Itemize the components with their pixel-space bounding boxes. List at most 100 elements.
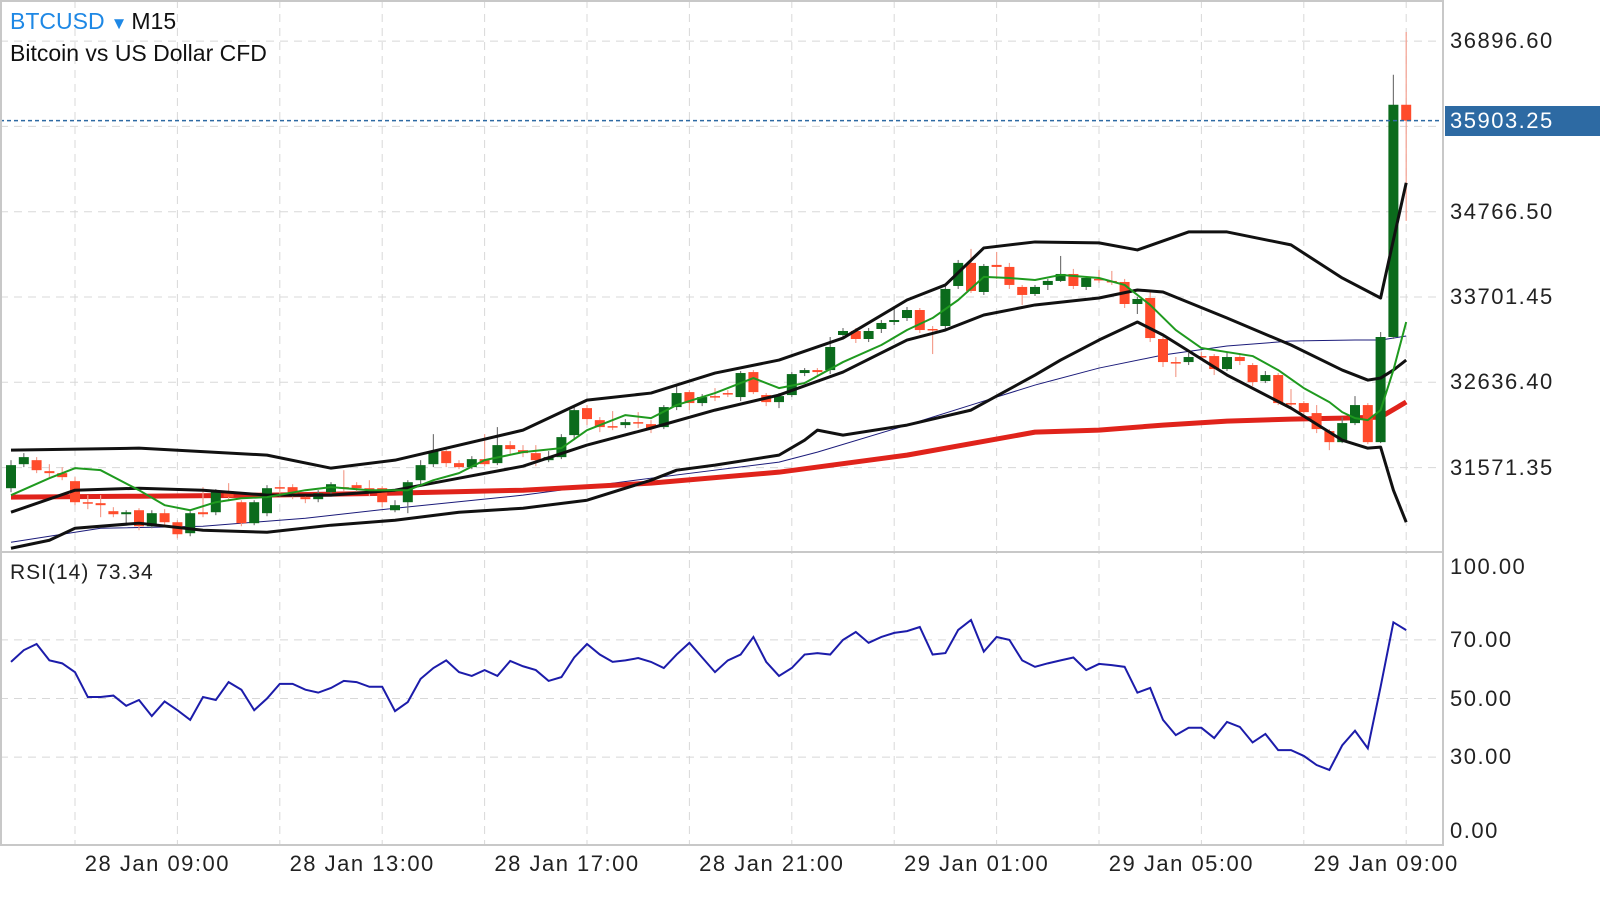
candle <box>735 371 746 402</box>
candle <box>1081 275 1092 290</box>
candle <box>441 448 452 468</box>
candle-body-up <box>1222 357 1232 370</box>
candle-body-down <box>582 408 592 420</box>
candle-body-down <box>351 485 362 489</box>
candle-body-up <box>1375 336 1386 443</box>
candle-body-down <box>1401 104 1412 121</box>
candle <box>95 495 106 518</box>
moving-average-slow <box>10 399 1408 500</box>
candle <box>582 405 592 426</box>
candle <box>748 370 759 395</box>
candle <box>326 482 336 496</box>
candle-body-down <box>1209 356 1220 370</box>
candle <box>1222 353 1232 372</box>
panel-borders <box>0 0 1444 846</box>
moving-average-fast <box>10 273 1408 512</box>
candle-body-down <box>95 503 106 506</box>
candle-body-down <box>1234 357 1245 362</box>
candle-body-down <box>159 513 170 523</box>
candle-body-up <box>940 288 951 327</box>
time-tick-label: 29 Jan 05:00 <box>1108 851 1255 876</box>
candle-body-down <box>607 426 618 428</box>
candle-body-up <box>1081 277 1092 287</box>
candle <box>108 507 119 518</box>
candle <box>1260 371 1271 384</box>
rsi-panel[interactable] <box>10 618 1407 772</box>
candle <box>978 263 989 295</box>
candle-body-down <box>364 488 375 490</box>
candle-body-down <box>710 396 720 398</box>
candle <box>1055 255 1066 282</box>
candle-body-down <box>1298 403 1309 413</box>
candle <box>1209 354 1220 376</box>
candle-body-down <box>108 511 119 515</box>
candle-body-down <box>198 512 208 515</box>
candle-body-down <box>1004 266 1015 285</box>
candle-body-up <box>121 512 132 515</box>
price-tick-label: 33701.45 <box>1450 284 1554 309</box>
candle <box>1158 336 1168 368</box>
rsi-title: RSI(14) 73.34 <box>10 561 154 584</box>
candle-body-down <box>1273 375 1284 404</box>
candle-body-down <box>134 510 144 527</box>
symbol-selector[interactable]: BTCUSD <box>10 8 105 34</box>
candle <box>1388 74 1399 339</box>
time-tick-label: 29 Jan 09:00 <box>1313 851 1459 876</box>
candle-body-down <box>505 445 516 450</box>
candle <box>492 427 503 466</box>
candle <box>454 460 464 470</box>
candle-body-up <box>735 373 746 398</box>
candle <box>1311 405 1322 434</box>
candle-body-up <box>889 320 900 323</box>
candle-body-down <box>1196 356 1207 358</box>
candle <box>927 326 938 355</box>
candle <box>18 453 29 468</box>
candle-body-up <box>1183 357 1194 363</box>
candle <box>1132 296 1143 315</box>
candle-body-up <box>18 457 29 465</box>
candle-body-up <box>1042 280 1053 285</box>
time-tick-label: 28 Jan 09:00 <box>84 851 231 876</box>
candle-body-down <box>927 328 938 331</box>
candle <box>44 464 55 478</box>
price-panel[interactable] <box>0 32 1443 550</box>
candle-body-down <box>1145 297 1156 339</box>
candle-body-up <box>1350 405 1360 424</box>
candle-body-down <box>1158 338 1168 363</box>
time-tick-label: 29 Jan 01:00 <box>903 851 1050 876</box>
rsi-tick-label: 30.00 <box>1450 744 1513 770</box>
time-tick-label: 28 Jan 13:00 <box>289 851 435 876</box>
price-tick-label: 32636.40 <box>1450 369 1554 395</box>
candle-body-up <box>1337 423 1348 443</box>
candle-body-up <box>262 488 272 514</box>
candle-body-up <box>6 465 16 489</box>
candle <box>966 248 976 293</box>
candle <box>402 480 413 514</box>
candle-body-up <box>671 393 682 408</box>
candle-body-up <box>569 410 580 436</box>
candle <box>1068 268 1079 289</box>
current-price-tag: 35903.25 <box>1445 105 1600 136</box>
candle <box>1042 278 1053 290</box>
candle <box>940 285 951 329</box>
candle-body-down <box>223 491 234 498</box>
rsi-tick-label: 100.00 <box>1450 554 1527 579</box>
timeframe-label[interactable]: M15 <box>131 8 177 34</box>
candle-body-down <box>1094 278 1104 281</box>
rsi-tick-label: 70.00 <box>1450 626 1513 652</box>
candle-body-up <box>185 513 196 534</box>
candle-body-up <box>428 451 439 465</box>
candle-body-up <box>902 310 912 319</box>
candle-body-down <box>530 453 541 461</box>
candle-body-up <box>658 407 669 428</box>
instrument-description: Bitcoin vs US Dollar CFD <box>10 40 267 66</box>
candle <box>249 500 260 526</box>
candle-body-down <box>684 392 695 404</box>
candle-body-up <box>466 459 477 468</box>
caret-down-icon[interactable]: ▼ <box>110 14 128 33</box>
candle-body-up <box>492 445 503 464</box>
candle-body-down <box>454 463 464 468</box>
candle-body-up <box>402 482 413 503</box>
candle-body-up <box>249 502 260 524</box>
